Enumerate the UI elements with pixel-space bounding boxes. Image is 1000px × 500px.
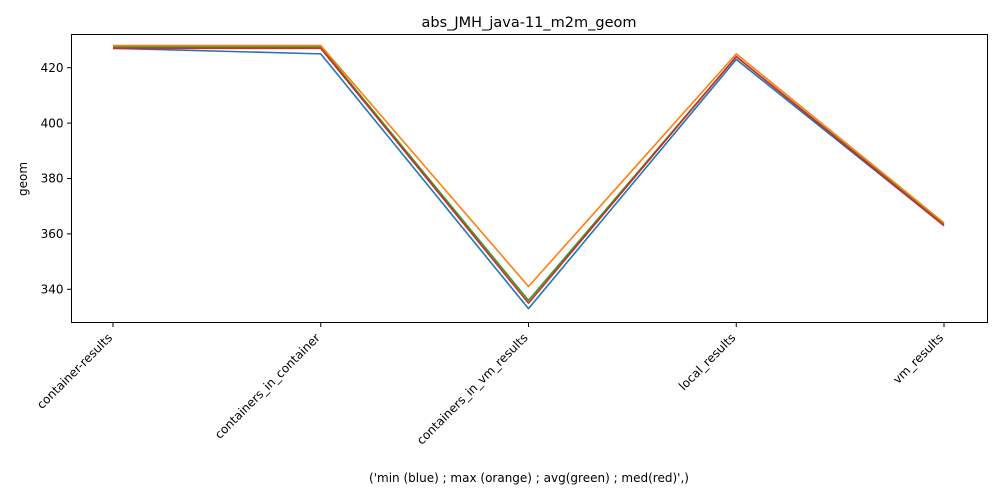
y-tick-label: 400 [41, 116, 64, 130]
y-axis-label: geom [16, 162, 30, 196]
series-layer [112, 44, 945, 310]
y-axis: 340 360 380 400 420 [41, 61, 72, 296]
x-tick-label: container-results [34, 331, 115, 412]
y-tick-label: 340 [41, 282, 64, 296]
series-line-2 [113, 47, 945, 304]
y-tick-label: 380 [41, 172, 64, 186]
y-tick-label: 360 [41, 227, 64, 241]
x-axis: container-results containers_in_container… [34, 322, 946, 448]
x-tick-label: local_results [676, 331, 738, 393]
x-tick-label: vm_results [890, 331, 946, 387]
series-line-3 [113, 44, 945, 288]
x-tick-label: containers_in_vm_results [414, 331, 531, 448]
series-line-0 [112, 47, 945, 310]
plot-frame [71, 34, 988, 323]
series-line-1 [113, 46, 945, 302]
y-tick-label: 420 [41, 61, 64, 75]
x-tick-label: containers_in_container [212, 331, 323, 442]
x-axis-label: ('min (blue) ; max (orange) ; avg(green)… [369, 471, 689, 485]
chart-title: abs_JMH_java-11_m2m_geom [422, 15, 637, 31]
